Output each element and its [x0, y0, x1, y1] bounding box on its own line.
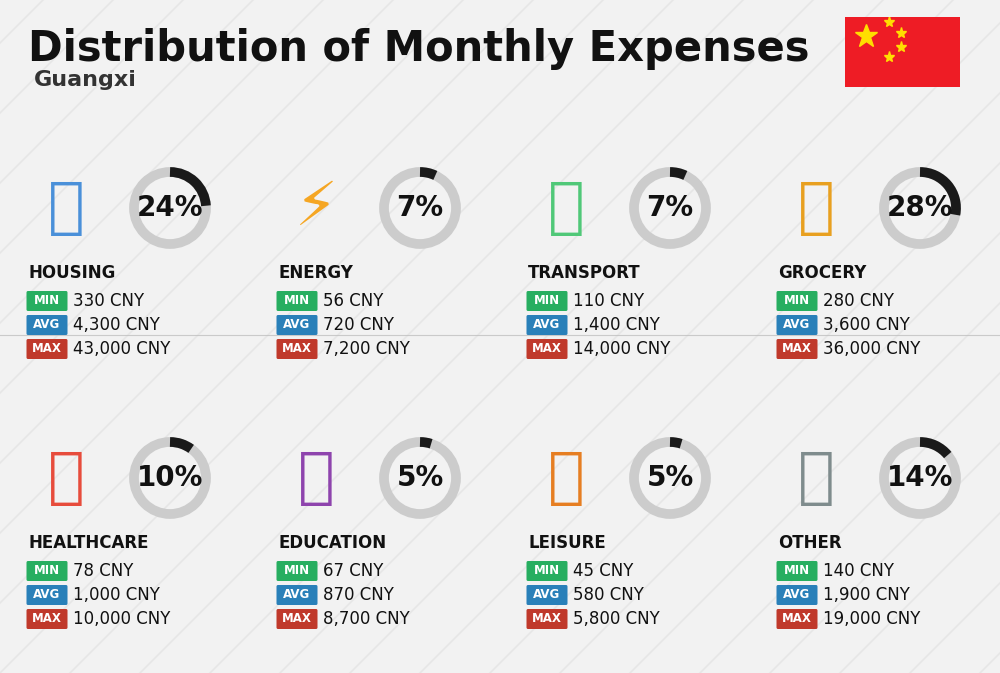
Text: 45 CNY: 45 CNY — [573, 562, 633, 580]
Text: AVG: AVG — [33, 588, 61, 602]
Text: 24%: 24% — [137, 194, 203, 222]
Text: MIN: MIN — [284, 565, 310, 577]
Text: MIN: MIN — [284, 295, 310, 308]
FancyBboxPatch shape — [26, 561, 68, 581]
Text: 1,400 CNY: 1,400 CNY — [573, 316, 660, 334]
Text: HEALTHCARE: HEALTHCARE — [28, 534, 148, 552]
FancyBboxPatch shape — [276, 585, 318, 605]
FancyBboxPatch shape — [776, 585, 818, 605]
Text: TRANSPORT: TRANSPORT — [528, 264, 641, 282]
FancyBboxPatch shape — [276, 561, 318, 581]
Text: MIN: MIN — [534, 565, 560, 577]
Text: 5,800 CNY: 5,800 CNY — [573, 610, 660, 628]
Text: GROCERY: GROCERY — [778, 264, 866, 282]
FancyBboxPatch shape — [26, 339, 68, 359]
Text: 🎓: 🎓 — [298, 448, 334, 507]
Text: 3,600 CNY: 3,600 CNY — [823, 316, 910, 334]
Text: 19,000 CNY: 19,000 CNY — [823, 610, 920, 628]
FancyBboxPatch shape — [26, 315, 68, 335]
FancyBboxPatch shape — [526, 585, 568, 605]
Text: Guangxi: Guangxi — [34, 70, 137, 90]
Text: 78 CNY: 78 CNY — [73, 562, 133, 580]
Text: 4,300 CNY: 4,300 CNY — [73, 316, 160, 334]
Text: HOUSING: HOUSING — [28, 264, 115, 282]
FancyBboxPatch shape — [776, 609, 818, 629]
Text: 14%: 14% — [887, 464, 953, 492]
Text: 5%: 5% — [396, 464, 444, 492]
Text: EDUCATION: EDUCATION — [278, 534, 386, 552]
FancyBboxPatch shape — [776, 561, 818, 581]
Text: 28%: 28% — [887, 194, 953, 222]
Text: 580 CNY: 580 CNY — [573, 586, 644, 604]
Text: 5%: 5% — [646, 464, 694, 492]
Text: MAX: MAX — [282, 612, 312, 625]
Text: MAX: MAX — [32, 343, 62, 355]
Text: ⚡: ⚡ — [295, 178, 337, 238]
Text: 330 CNY: 330 CNY — [73, 292, 144, 310]
Text: 14,000 CNY: 14,000 CNY — [573, 340, 670, 358]
FancyBboxPatch shape — [776, 339, 818, 359]
Text: 56 CNY: 56 CNY — [323, 292, 383, 310]
Text: 110 CNY: 110 CNY — [573, 292, 644, 310]
Text: AVG: AVG — [783, 588, 811, 602]
FancyBboxPatch shape — [526, 339, 568, 359]
Text: 43,000 CNY: 43,000 CNY — [73, 340, 170, 358]
FancyBboxPatch shape — [276, 609, 318, 629]
Text: MAX: MAX — [782, 612, 812, 625]
Text: AVG: AVG — [533, 588, 561, 602]
Text: AVG: AVG — [783, 318, 811, 332]
FancyBboxPatch shape — [776, 291, 818, 311]
Text: MAX: MAX — [32, 612, 62, 625]
FancyBboxPatch shape — [526, 291, 568, 311]
Text: 7%: 7% — [646, 194, 694, 222]
Text: 🏥: 🏥 — [48, 448, 84, 507]
Text: 🏢: 🏢 — [48, 178, 84, 238]
Text: 🛍: 🛍 — [548, 448, 584, 507]
Text: MIN: MIN — [34, 295, 60, 308]
FancyBboxPatch shape — [276, 291, 318, 311]
Text: MIN: MIN — [534, 295, 560, 308]
Text: MIN: MIN — [34, 565, 60, 577]
Text: 💼: 💼 — [798, 448, 834, 507]
Text: 7,200 CNY: 7,200 CNY — [323, 340, 410, 358]
Text: 280 CNY: 280 CNY — [823, 292, 894, 310]
FancyBboxPatch shape — [526, 609, 568, 629]
FancyBboxPatch shape — [26, 585, 68, 605]
Text: OTHER: OTHER — [778, 534, 842, 552]
Text: 720 CNY: 720 CNY — [323, 316, 394, 334]
Text: 🛒: 🛒 — [798, 178, 834, 238]
FancyBboxPatch shape — [26, 291, 68, 311]
Text: LEISURE: LEISURE — [528, 534, 606, 552]
FancyBboxPatch shape — [845, 17, 960, 87]
Text: MIN: MIN — [784, 295, 810, 308]
Text: 10%: 10% — [137, 464, 203, 492]
Text: MAX: MAX — [282, 343, 312, 355]
Text: AVG: AVG — [283, 318, 311, 332]
Text: MAX: MAX — [782, 343, 812, 355]
FancyBboxPatch shape — [276, 339, 318, 359]
Text: MAX: MAX — [532, 612, 562, 625]
Text: 10,000 CNY: 10,000 CNY — [73, 610, 170, 628]
Text: Distribution of Monthly Expenses: Distribution of Monthly Expenses — [28, 28, 810, 70]
FancyBboxPatch shape — [26, 609, 68, 629]
Text: 870 CNY: 870 CNY — [323, 586, 394, 604]
Text: 140 CNY: 140 CNY — [823, 562, 894, 580]
Text: MIN: MIN — [784, 565, 810, 577]
Text: 36,000 CNY: 36,000 CNY — [823, 340, 920, 358]
FancyBboxPatch shape — [776, 315, 818, 335]
Text: AVG: AVG — [283, 588, 311, 602]
Text: 67 CNY: 67 CNY — [323, 562, 383, 580]
FancyBboxPatch shape — [526, 561, 568, 581]
Text: 🚌: 🚌 — [548, 178, 584, 238]
Text: 8,700 CNY: 8,700 CNY — [323, 610, 410, 628]
Text: 1,900 CNY: 1,900 CNY — [823, 586, 910, 604]
Text: MAX: MAX — [532, 343, 562, 355]
FancyBboxPatch shape — [276, 315, 318, 335]
Text: 7%: 7% — [396, 194, 444, 222]
Text: AVG: AVG — [533, 318, 561, 332]
Text: AVG: AVG — [33, 318, 61, 332]
FancyBboxPatch shape — [526, 315, 568, 335]
Text: 1,000 CNY: 1,000 CNY — [73, 586, 160, 604]
Text: ENERGY: ENERGY — [278, 264, 353, 282]
